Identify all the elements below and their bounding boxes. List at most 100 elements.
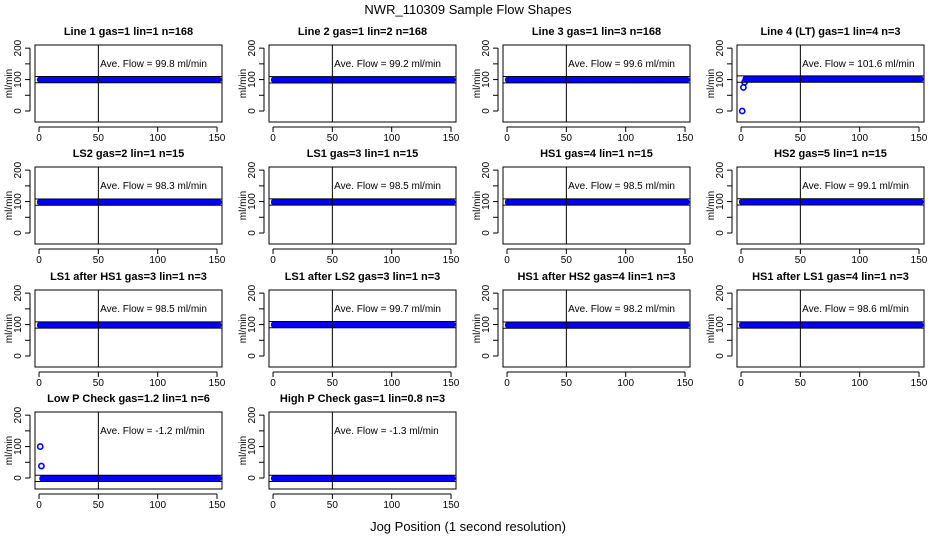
data-point bbox=[214, 321, 222, 329]
x-tick-label: 150 bbox=[209, 133, 226, 144]
panel: Line 3 gas=1 lin=3 n=168 Ave. Flow = 99.6… bbox=[472, 26, 694, 144]
y-tick-label: 100 bbox=[715, 316, 726, 333]
data-point bbox=[448, 321, 456, 329]
x-tick-label: 150 bbox=[677, 255, 694, 266]
y-tick-label: 200 bbox=[13, 161, 24, 178]
data-point bbox=[214, 198, 222, 206]
x-axis-label: Jog Position (1 second resolution) bbox=[370, 519, 566, 534]
panel-title: HS1 after HS2 gas=4 lin=1 n=3 bbox=[517, 271, 675, 283]
y-tick-label: 0 bbox=[13, 353, 24, 359]
data-point bbox=[448, 475, 456, 482]
x-tick-label: 0 bbox=[36, 255, 42, 266]
y-tick-label: 0 bbox=[715, 353, 726, 359]
x-tick-label: 50 bbox=[561, 255, 573, 266]
plot-box bbox=[502, 44, 691, 123]
x-tick-label: 50 bbox=[93, 133, 105, 144]
x-tick-label: 50 bbox=[561, 378, 573, 389]
x-tick-label: 50 bbox=[327, 133, 339, 144]
plot-box bbox=[268, 289, 457, 368]
y-tick-label: 0 bbox=[247, 108, 258, 114]
y-tick-label: 200 bbox=[715, 161, 726, 178]
y-axis-label: ml/min bbox=[706, 69, 717, 98]
data-point bbox=[448, 76, 456, 84]
x-tick-label: 0 bbox=[36, 500, 42, 511]
x-tick-label: 150 bbox=[443, 133, 460, 144]
panel: LS1 after LS2 gas=3 lin=1 n=3 Ave. Flow =… bbox=[238, 271, 460, 389]
y-tick-label: 200 bbox=[247, 406, 258, 423]
plot-box bbox=[736, 289, 925, 368]
y-tick-label: 0 bbox=[481, 353, 492, 359]
plot-box bbox=[34, 411, 223, 490]
panel: Low P Check gas=1.2 lin=1 n=6 Ave. Flow =… bbox=[4, 393, 226, 511]
y-tick-label: 100 bbox=[247, 71, 258, 88]
x-tick-label: 150 bbox=[911, 378, 928, 389]
panel-title: Line 2 gas=1 lin=2 n=168 bbox=[298, 26, 427, 38]
data-point bbox=[738, 107, 746, 115]
average-flow-annotation: Ave. Flow = 98.6 ml/min bbox=[802, 304, 909, 315]
x-tick-label: 150 bbox=[209, 500, 226, 511]
average-flow-annotation: Ave. Flow = 98.2 ml/min bbox=[568, 304, 675, 315]
x-tick-label: 0 bbox=[504, 255, 510, 266]
y-tick-label: 100 bbox=[13, 316, 24, 333]
x-tick-label: 0 bbox=[504, 378, 510, 389]
x-tick-label: 100 bbox=[149, 133, 166, 144]
x-tick-label: 0 bbox=[270, 133, 276, 144]
x-tick-label: 150 bbox=[209, 255, 226, 266]
y-axis-label: ml/min bbox=[238, 436, 249, 465]
panel-title: Line 4 (LT) gas=1 lin=4 n=3 bbox=[760, 26, 900, 38]
data-point bbox=[38, 462, 45, 470]
panel-title: LS2 gas=2 lin=1 n=15 bbox=[73, 148, 185, 160]
y-tick-label: 100 bbox=[481, 193, 492, 210]
x-tick-label: 100 bbox=[851, 133, 868, 144]
panel: HS2 gas=5 lin=1 n=15 Ave. Flow = 99.1 ml/… bbox=[706, 148, 928, 266]
x-tick-label: 100 bbox=[617, 255, 634, 266]
y-tick-label: 100 bbox=[247, 193, 258, 210]
panel: HS1 after LS1 gas=4 lin=1 n=3 Ave. Flow =… bbox=[706, 271, 928, 389]
panel-title: Line 3 gas=1 lin=3 n=168 bbox=[532, 26, 661, 38]
y-tick-label: 100 bbox=[13, 438, 24, 455]
panel: LS2 gas=2 lin=1 n=15 Ave. Flow = 98.3 ml/… bbox=[4, 148, 226, 266]
plot-box bbox=[736, 44, 925, 123]
data-point bbox=[682, 321, 690, 329]
x-tick-label: 150 bbox=[677, 378, 694, 389]
y-tick-label: 200 bbox=[481, 39, 492, 56]
plot-box bbox=[34, 289, 223, 368]
y-tick-label: 0 bbox=[481, 108, 492, 114]
y-tick-label: 100 bbox=[715, 71, 726, 88]
plot-box bbox=[268, 166, 457, 245]
average-flow-annotation: Ave. Flow = 101.6 ml/min bbox=[802, 59, 914, 70]
y-axis-label: ml/min bbox=[238, 191, 249, 220]
y-tick-label: 100 bbox=[715, 193, 726, 210]
x-tick-label: 0 bbox=[738, 133, 744, 144]
y-tick-label: 200 bbox=[13, 284, 24, 301]
x-tick-label: 100 bbox=[149, 378, 166, 389]
x-tick-label: 150 bbox=[911, 255, 928, 266]
y-axis-label: ml/min bbox=[472, 191, 483, 220]
panel-title: HS1 after LS1 gas=4 lin=1 n=3 bbox=[752, 271, 909, 283]
x-tick-label: 100 bbox=[851, 378, 868, 389]
y-tick-label: 100 bbox=[481, 316, 492, 333]
x-tick-label: 100 bbox=[383, 133, 400, 144]
panel-title: HS1 gas=4 lin=1 n=15 bbox=[540, 148, 653, 160]
data-point bbox=[916, 198, 924, 206]
x-tick-label: 100 bbox=[383, 378, 400, 389]
x-tick-label: 0 bbox=[270, 500, 276, 511]
y-tick-label: 0 bbox=[13, 108, 24, 114]
data-point bbox=[916, 75, 924, 83]
x-tick-label: 100 bbox=[383, 255, 400, 266]
x-tick-label: 150 bbox=[209, 378, 226, 389]
panel: Line 4 (LT) gas=1 lin=4 n=3 Ave. Flow = 1… bbox=[706, 26, 928, 144]
average-flow-annotation: Ave. Flow = -1.2 ml/min bbox=[100, 426, 205, 437]
y-tick-label: 200 bbox=[481, 284, 492, 301]
x-tick-label: 100 bbox=[383, 500, 400, 511]
y-axis-label: ml/min bbox=[4, 436, 15, 465]
panel: HS1 gas=4 lin=1 n=15 Ave. Flow = 98.5 ml/… bbox=[472, 148, 694, 266]
y-tick-label: 100 bbox=[481, 71, 492, 88]
average-flow-annotation: Ave. Flow = 99.2 ml/min bbox=[334, 59, 441, 70]
y-tick-label: 200 bbox=[481, 161, 492, 178]
plot-box bbox=[502, 166, 691, 245]
plot-box bbox=[268, 411, 457, 490]
y-tick-label: 0 bbox=[13, 475, 24, 481]
average-flow-annotation: Ave. Flow = 98.5 ml/min bbox=[334, 181, 441, 192]
y-tick-label: 100 bbox=[13, 193, 24, 210]
